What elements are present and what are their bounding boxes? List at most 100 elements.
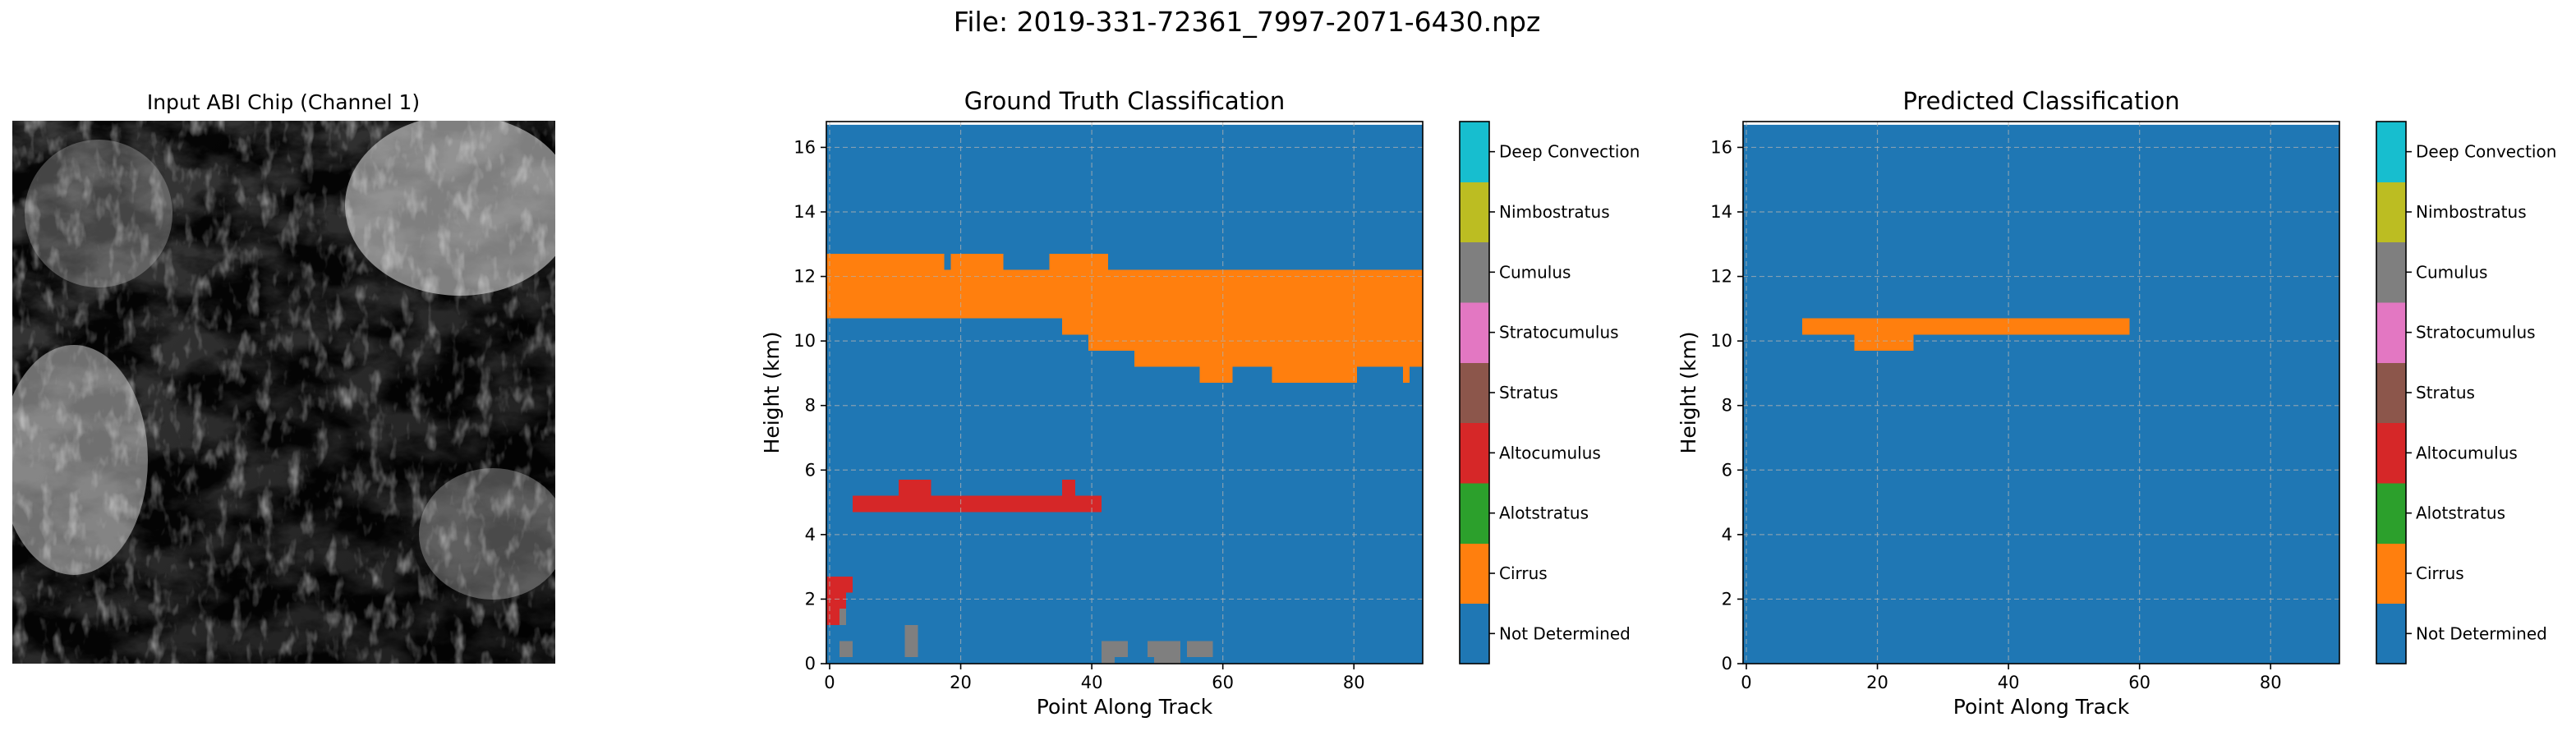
predicted-y-tick-label: 0: [1722, 654, 1732, 674]
predicted-region-cirrus: [1801, 318, 2130, 335]
ground-truth-region-cumulus: [839, 609, 846, 625]
predicted-colorbar-swatch: [2376, 122, 2406, 182]
ground-truth-region-cirrus: [1272, 366, 1358, 384]
ground-truth-colorbar-label: Not Determined: [1499, 623, 1631, 643]
predicted-x-tick-label: 0: [1741, 673, 1751, 692]
predicted-colorbar-swatch: [2376, 483, 2406, 544]
ground-truth-region-cirrus: [1134, 334, 1423, 367]
ground-truth-y-tick-label: 4: [805, 525, 816, 545]
ground-truth-x-tick-label: 60: [1212, 673, 1234, 692]
predicted-y-tick-label: 4: [1722, 525, 1732, 545]
ground-truth-colorbar-label: Cirrus: [1499, 563, 1548, 583]
ground-truth-colorbar-label: Deep Convection: [1499, 142, 1640, 162]
ground-truth-x-axis-label: Point Along Track: [1037, 695, 1213, 719]
predicted-y-tick-label: 14: [1710, 202, 1732, 222]
ground-truth-region-altocumulus: [826, 576, 853, 593]
ground-truth-y-tick-label: 14: [794, 202, 816, 222]
predicted-y-tick-label: 2: [1722, 589, 1732, 609]
ground-truth-x-tick-label: 80: [1343, 673, 1365, 692]
predicted-colorbar-label: Cirrus: [2416, 563, 2464, 583]
ground-truth-region-cirrus: [826, 254, 945, 319]
ground-truth-region-altocumulus: [1062, 480, 1076, 496]
ground-truth-y-tick-label: 2: [805, 589, 816, 609]
predicted-colorbar-label: Stratus: [2416, 383, 2475, 402]
ground-truth-region-cirrus: [950, 254, 1004, 319]
ground-truth-axes-frame: [826, 121, 1424, 664]
predicted-y-tick-label: 8: [1722, 396, 1732, 416]
predicted-x-axis-label: Point Along Track: [1953, 695, 2130, 719]
ground-truth-x-tick-label: 20: [950, 673, 972, 692]
ground-truth-colorbar-swatch: [1460, 302, 1489, 363]
ground-truth-region-cirrus: [1088, 334, 1134, 351]
ground-truth-chart: 0 20 40 60 80 0 2 4 6 8 10 12 14 16 Ground Truth Class…: [760, 87, 1640, 719]
predicted-axes-frame: [1742, 121, 2340, 664]
predicted-colorbar-frame: [2376, 121, 2407, 664]
predicted-x-tick-label: 60: [2128, 673, 2150, 692]
ground-truth-region-cirrus: [944, 269, 951, 319]
predicted-x-tick-label: 80: [2260, 673, 2282, 692]
ground-truth-y-tick-label: 8: [805, 396, 816, 416]
ground-truth-region-cumulus: [1147, 641, 1180, 658]
predicted-colorbar-swatch: [2376, 422, 2406, 484]
ground-truth-colorbar-swatch: [1460, 122, 1489, 182]
ground-truth-colorbar-swatch: [1460, 543, 1489, 605]
predicted-not-determined-field: [1743, 124, 2339, 664]
ground-truth-title: Ground Truth Classification: [964, 87, 1286, 115]
ground-truth-x-tick-label: 40: [1081, 673, 1103, 692]
ground-truth-y-tick-label: 10: [794, 331, 816, 351]
figure-title: File: 2019-331-72361_7997-2071-6430.npz: [954, 6, 1541, 38]
predicted-colorbar-label: Nimbostratus: [2416, 202, 2527, 222]
input-chip-panel: Input ABI Chip (Channel 1): [12, 90, 555, 664]
ground-truth-colorbar-label: Altocumulus: [1499, 443, 1601, 462]
predicted-colorbar-swatch: [2376, 543, 2406, 605]
ground-truth-y-tick-label: 12: [794, 267, 816, 287]
predicted-colorbar-swatch: [2376, 362, 2406, 424]
predicted-y-tick-label: 12: [1710, 267, 1732, 287]
ground-truth-colorbar-label: Nimbostratus: [1499, 202, 1610, 222]
predicted-y-tick-label: 6: [1722, 460, 1732, 480]
ground-truth-colorbar-swatch: [1460, 422, 1489, 484]
ground-truth-colorbar-label: Stratus: [1499, 383, 1558, 402]
predicted-y-tick-label: 16: [1710, 137, 1732, 157]
predicted-y-tick-label: 10: [1710, 331, 1732, 351]
ground-truth-colorbar-label: Alotstratus: [1499, 503, 1589, 523]
ground-truth-region-cirrus: [1049, 254, 1109, 319]
predicted-colorbar-label: Deep Convection: [2416, 142, 2556, 162]
ground-truth-region-cumulus: [904, 624, 918, 658]
predicted-colorbar-label: Stratocumulus: [2416, 323, 2536, 343]
predicted-x-tick-label: 40: [1998, 673, 2020, 692]
ground-truth-colorbar-swatch: [1460, 182, 1489, 243]
ground-truth-colorbar-label: Cumulus: [1499, 262, 1571, 282]
ground-truth-x-tick-label: 0: [824, 673, 835, 692]
satellite-chip-image: [12, 121, 555, 664]
predicted-colorbar-label: Cumulus: [2416, 262, 2487, 282]
predicted-y-axis-label: Height (km): [1677, 332, 1700, 454]
ground-truth-region-altocumulus: [852, 495, 1102, 513]
predicted-colorbar-label: Altocumulus: [2416, 443, 2518, 462]
predicted-colorbar-swatch: [2376, 241, 2406, 303]
ground-truth-region-cirrus: [1003, 269, 1050, 319]
input-chip-title: Input ABI Chip (Channel 1): [147, 90, 420, 114]
predicted-x-tick-label: 20: [1866, 673, 1888, 692]
ground-truth-region-cirrus: [1062, 318, 1109, 335]
predicted-chart: 0 20 40 60 80 0 2 4 6 8 10 12 14 16 Predicted Classifi…: [1677, 87, 2556, 719]
ground-truth-colorbar-swatch: [1460, 241, 1489, 303]
predicted-region-cirrus: [1854, 334, 1914, 351]
predicted-colorbar-swatch: [2376, 603, 2406, 664]
ground-truth-colorbar-frame: [1459, 121, 1490, 664]
ground-truth-region-cumulus: [1153, 657, 1180, 664]
ground-truth-y-tick-label: 16: [794, 137, 816, 157]
ground-truth-y-axis-label: Height (km): [760, 332, 784, 454]
ground-truth-colorbar-swatch: [1460, 362, 1489, 424]
predicted-colorbar-label: Alotstratus: [2416, 503, 2505, 523]
ground-truth-colorbar-label: Stratocumulus: [1499, 323, 1619, 343]
ground-truth-region-cumulus: [839, 641, 853, 658]
ground-truth-region-cirrus: [1108, 269, 1423, 335]
ground-truth-region-cirrus: [1403, 366, 1410, 384]
ground-truth-colorbar-swatch: [1460, 483, 1489, 544]
ground-truth-region-cumulus: [1102, 657, 1116, 664]
ground-truth-region-cumulus: [1102, 641, 1128, 658]
ground-truth-region-cumulus: [1186, 641, 1213, 658]
ground-truth-y-tick-label: 6: [805, 460, 816, 480]
